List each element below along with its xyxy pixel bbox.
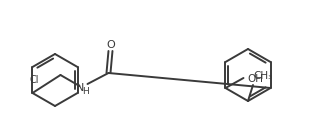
Text: CH₃: CH₃ <box>253 71 273 81</box>
Text: OH: OH <box>247 74 263 84</box>
Text: O: O <box>106 40 115 50</box>
Text: H: H <box>82 87 89 97</box>
Text: Cl: Cl <box>30 75 39 85</box>
Text: N: N <box>76 83 85 93</box>
